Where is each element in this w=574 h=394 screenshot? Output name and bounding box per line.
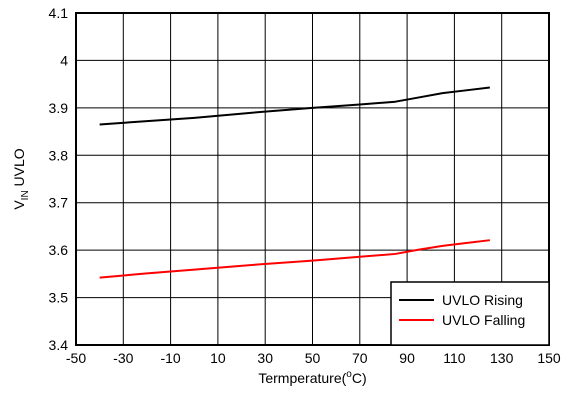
x-tick-label: 10 [210,350,226,366]
x-tick-label: 50 [305,350,321,366]
x-axis-title-unit: C) [352,370,367,386]
y-tick-label: 3.4 [49,337,69,353]
y-axis-title-main: V [11,200,27,210]
legend-label-uvlo-rising: UVLO Rising [442,292,523,308]
x-tick-label: 150 [537,350,561,366]
legend-box [390,281,550,346]
plot-frame [75,12,550,346]
x-tick-label: -10 [160,350,180,366]
x-axis-title-superscript: o [346,369,352,380]
y-tick-label: 3.8 [49,147,69,163]
x-tick-label: -30 [113,350,133,366]
series-layer [99,86,490,279]
y-tick-labels: 3.4 3.5 3.6 3.7 3.8 3.9 4 4.1 [49,5,69,353]
y-axis-title: VIN UVLO [11,148,31,209]
series-line-uvlo-falling [99,239,490,279]
y-tick-label: 4 [60,52,68,68]
x-tick-label: 30 [257,350,273,366]
y-tick-label: 3.5 [49,290,69,306]
legend: UVLO Rising UVLO Falling [390,281,550,346]
y-tick-label: 3.6 [49,242,69,258]
y-axis-title-rest: UVLO [11,148,27,190]
legend-label-uvlo-falling: UVLO Falling [442,312,525,328]
y-tick-label: 4.1 [49,5,69,21]
x-tick-label: -50 [66,350,86,366]
x-tick-label: 70 [352,350,368,366]
x-axis-title-main: Termperature( [258,370,346,386]
series-line-uvlo-rising [99,86,490,126]
x-tick-label: 130 [490,350,514,366]
x-tick-label: 110 [443,350,466,366]
y-tick-label: 3.7 [49,195,69,211]
x-tick-label: 90 [399,350,415,366]
x-axis-title: Termperature(oC) [258,369,366,386]
y-tick-label: 3.9 [49,100,69,116]
x-tick-labels: -50 -30 -10 10 30 50 70 90 110 130 150 [66,350,561,366]
y-axis-title-subscript: IN [20,190,31,200]
